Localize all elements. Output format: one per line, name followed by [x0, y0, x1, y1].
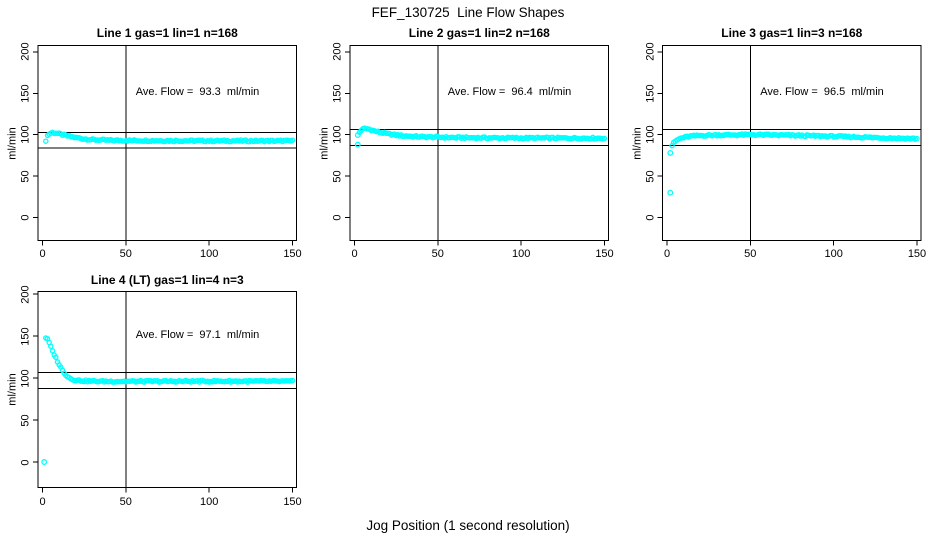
y-tick-label: 0: [644, 214, 656, 221]
x-tick-label: 0: [663, 248, 671, 260]
data-point-outlier: [354, 141, 361, 148]
y-tick-label: 200: [644, 42, 656, 62]
figure-x-axis-label: Jog Position (1 second resolution): [366, 518, 570, 533]
plot-box: [662, 45, 922, 241]
ave-flow-annotation: Ave. Flow = 96.5 ml/min: [760, 86, 884, 98]
y-tick-label: 200: [19, 42, 32, 62]
x-tick-label: 50: [119, 248, 132, 260]
y-tick-label: 50: [19, 169, 32, 183]
x-tick-label: 150: [907, 248, 927, 260]
ave-flow-annotation: Ave. Flow = 97.1 ml/min: [135, 329, 260, 341]
data-point: [914, 135, 920, 142]
x-tick-label: 100: [824, 248, 843, 260]
x-tick-label: 50: [744, 248, 757, 260]
y-tick-label: 0: [19, 458, 32, 466]
y-tick-label: 100: [19, 368, 32, 388]
y-axis-label: ml/min: [318, 126, 331, 160]
figure-title: FEF_130725 Line Flow Shapes: [371, 5, 565, 20]
y-axis-label: ml/min: [6, 126, 19, 160]
y-tick-label: 0: [19, 214, 32, 221]
y-tick-label: 50: [19, 413, 32, 427]
y-tick-label: 150: [19, 84, 32, 103]
plot-box: [37, 291, 297, 488]
panel-title: Line 2 gas=1 lin=2 n=168: [408, 26, 550, 40]
plot-box: [37, 45, 297, 241]
panel-title: Line 3 gas=1 lin=3 n=168: [721, 26, 863, 40]
data-point: [49, 348, 56, 354]
y-tick-label: 200: [19, 284, 32, 304]
y-tick-label: 50: [644, 169, 656, 183]
x-tick-label: 50: [431, 248, 444, 260]
panel-title: Line 1 gas=1 lin=1 n=168: [96, 26, 238, 40]
data-point: [43, 138, 49, 144]
y-axis-label: ml/min: [6, 373, 19, 406]
y-tick-label: 0: [331, 214, 344, 221]
data-point: [289, 377, 296, 384]
data-point-outlier: [667, 149, 674, 156]
x-tick-label: 100: [512, 248, 531, 260]
y-tick-label: 150: [331, 84, 344, 103]
data-point: [53, 354, 59, 361]
x-tick-label: 100: [200, 496, 219, 508]
panel-title: Line 4 (LT) gas=1 lin=4 n=3: [90, 273, 244, 287]
y-tick-label: 100: [19, 125, 32, 144]
y-tick-label: 150: [19, 326, 32, 346]
y-axis-label: ml/min: [631, 126, 643, 160]
x-tick-label: 150: [283, 496, 302, 508]
data-point: [289, 137, 296, 143]
plot-box: [349, 45, 609, 241]
data-point: [601, 135, 608, 142]
y-tick-label: 200: [331, 42, 344, 62]
ave-flow-annotation: Ave. Flow = 96.4 ml/min: [447, 86, 572, 98]
data-point-outlier: [354, 132, 361, 139]
data-point-outlier: [667, 189, 674, 196]
y-tick-label: 100: [644, 125, 656, 144]
x-tick-label: 150: [283, 248, 302, 260]
y-tick-label: 150: [644, 84, 656, 103]
ave-flow-annotation: Ave. Flow = 93.3 ml/min: [135, 86, 260, 98]
x-tick-label: 0: [351, 248, 358, 260]
y-tick-label: 100: [331, 125, 344, 144]
x-tick-label: 100: [200, 248, 219, 260]
x-tick-label: 150: [595, 248, 614, 260]
data-point-outlier: [41, 459, 48, 465]
data-point: [48, 343, 54, 349]
y-tick-label: 50: [331, 169, 344, 183]
x-tick-label: 0: [39, 496, 46, 508]
x-tick-label: 50: [119, 496, 132, 508]
x-tick-label: 0: [39, 248, 46, 260]
